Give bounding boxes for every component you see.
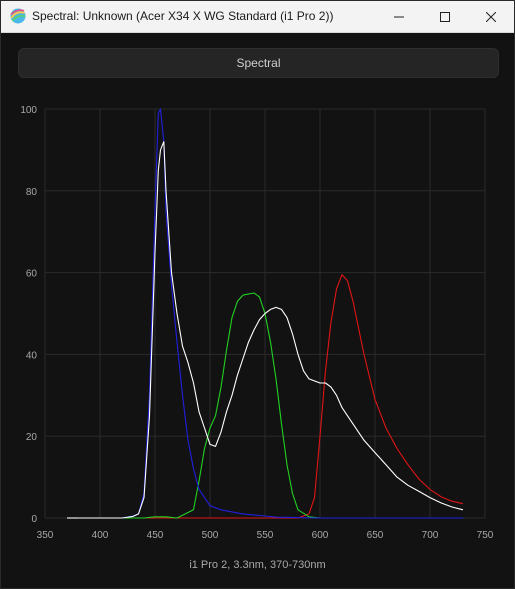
maximize-button[interactable] xyxy=(422,1,468,32)
x-tick-label: 400 xyxy=(92,530,109,541)
title-bar[interactable]: Spectral: Unknown (Acer X34 X WG Standar… xyxy=(1,1,514,33)
instrument-caption: i1 Pro 2, 3.3nm, 370-730nm xyxy=(189,559,326,571)
close-icon xyxy=(486,11,496,22)
y-tick-label: 0 xyxy=(31,514,37,525)
red-spectral-line xyxy=(67,274,464,519)
white-spectral-line xyxy=(67,141,464,519)
x-tick-label: 700 xyxy=(422,530,439,541)
y-tick-label: 60 xyxy=(26,269,38,280)
spectral-mode-button[interactable]: Spectral xyxy=(18,48,499,78)
app-logo-icon xyxy=(10,8,26,24)
x-tick-label: 500 xyxy=(202,530,219,541)
y-tick-label: 80 xyxy=(26,187,38,198)
y-tick-label: 40 xyxy=(26,350,38,361)
x-tick-label: 450 xyxy=(147,530,164,541)
x-tick-label: 600 xyxy=(312,530,329,541)
x-tick-label: 550 xyxy=(257,530,274,541)
minimize-icon xyxy=(394,16,404,17)
y-tick-label: 100 xyxy=(20,105,37,116)
green-spectral-line xyxy=(67,292,463,519)
window-title: Spectral: Unknown (Acer X34 X WG Standar… xyxy=(32,9,334,23)
close-button[interactable] xyxy=(468,1,514,32)
y-tick-label: 20 xyxy=(26,432,38,443)
maximize-icon xyxy=(440,11,450,22)
minimize-button[interactable] xyxy=(376,1,422,32)
x-tick-label: 750 xyxy=(477,530,494,541)
x-tick-label: 650 xyxy=(367,530,384,541)
x-tick-label: 350 xyxy=(37,530,54,541)
spectral-chart: 350 400 450 500 550 600 650 700 750 0 20 40 60 80 100 xyxy=(20,105,494,541)
